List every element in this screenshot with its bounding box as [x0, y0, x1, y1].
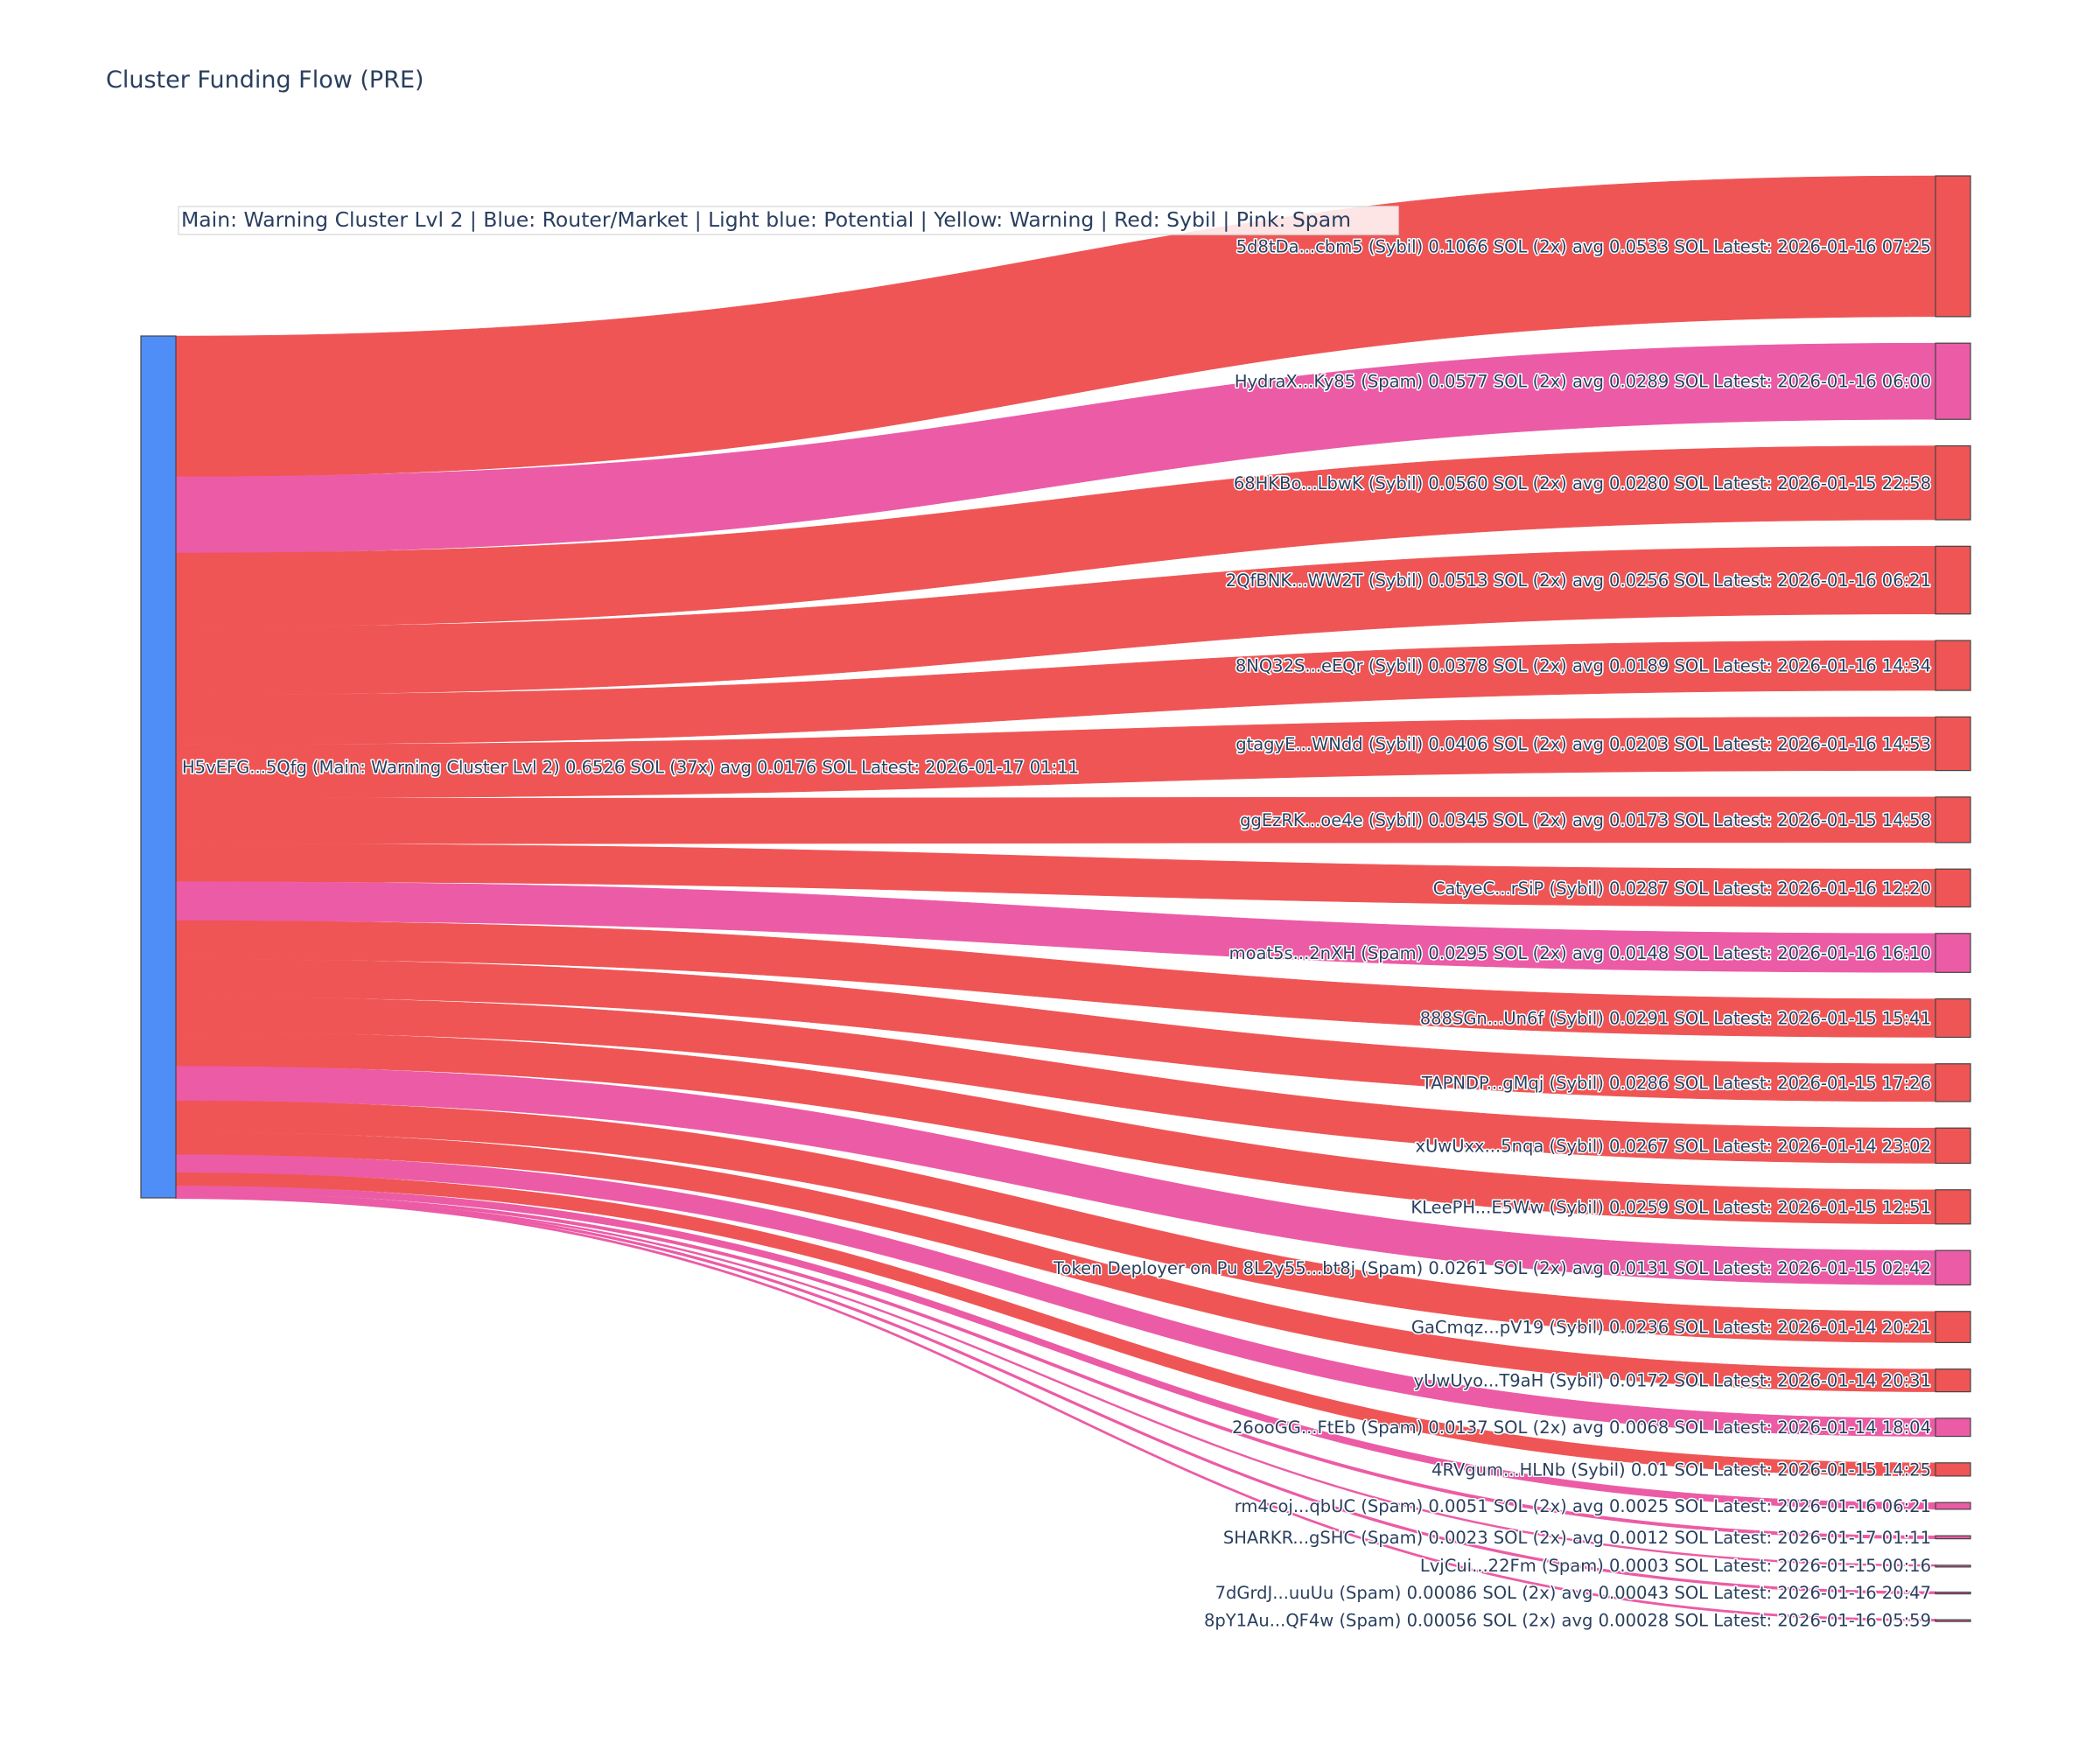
target-label-5: 8NQ32S...eEQr (Sybil) 0.0378 SOL (2x) av… — [1236, 656, 1931, 676]
target-node-17 — [1935, 1418, 1971, 1438]
target-label-21: LvjCui...22Fm (Spam) 0.0003 SOL Latest: … — [1420, 1556, 1931, 1576]
target-node-5 — [1935, 640, 1971, 691]
target-label-17: 26ooGG...FtEb (Spam) 0.0137 SOL (2x) avg… — [1232, 1418, 1931, 1438]
target-label-12: xUwUxx...5nqa (Sybil) 0.0267 SOL Latest:… — [1415, 1136, 1931, 1156]
target-node-4 — [1935, 545, 1971, 615]
target-node-22 — [1935, 1591, 1971, 1595]
target-node-2 — [1935, 342, 1971, 420]
target-label-13: KLeePH...E5Ww (Sybil) 0.0259 SOL Latest:… — [1410, 1197, 1931, 1217]
target-node-20 — [1935, 1535, 1971, 1540]
nodes-layer — [140, 175, 1971, 1622]
target-label-1: 5d8tDa...cbm5 (Sybil) 0.1066 SOL (2x) av… — [1236, 236, 1931, 256]
legend-annotation-box — [178, 206, 1399, 235]
target-node-10 — [1935, 998, 1971, 1039]
target-node-16 — [1935, 1368, 1971, 1393]
legend-annotation-text: Main: Warning Cluster Lvl 2 | Blue: Rout… — [181, 207, 1351, 232]
target-node-9 — [1935, 933, 1971, 973]
target-node-1 — [1935, 175, 1971, 318]
target-label-11: TAPNDP...gMqj (Sybil) 0.0286 SOL Latest:… — [1421, 1073, 1931, 1093]
target-label-10: 888SGn...Un6f (Sybil) 0.0291 SOL Latest:… — [1420, 1009, 1931, 1029]
target-node-11 — [1935, 1063, 1971, 1102]
target-label-18: 4RVgum...HLNb (Sybil) 0.01 SOL Latest: 2… — [1432, 1460, 1931, 1480]
target-label-9: moat5s...2nXH (Spam) 0.0295 SOL (2x) avg… — [1229, 943, 1931, 963]
target-label-3: 68HKBo...LbwK (Sybil) 0.0560 SOL (2x) av… — [1234, 473, 1931, 494]
target-node-15 — [1935, 1311, 1971, 1343]
target-node-21 — [1935, 1564, 1971, 1568]
target-node-14 — [1935, 1250, 1971, 1286]
legend-annotation: Main: Warning Cluster Lvl 2 | Blue: Rout… — [178, 206, 1399, 235]
chart-title: Cluster Funding Flow (PRE) — [106, 66, 424, 94]
target-label-22: 7dGrdJ...uuUu (Spam) 0.00086 SOL (2x) av… — [1215, 1583, 1931, 1603]
target-label-6: gtagyE...WNdd (Sybil) 0.0406 SOL (2x) av… — [1236, 734, 1931, 754]
target-label-14: Token Deployer on Pu 8L2y55...bt8j (Spam… — [1053, 1258, 1931, 1278]
target-label-16: yUwUyo...T9aH (Sybil) 0.0172 SOL Latest:… — [1414, 1371, 1931, 1391]
target-node-18 — [1935, 1462, 1971, 1477]
target-label-2: HydraX...Ky85 (Spam) 0.0577 SOL (2x) avg… — [1235, 372, 1931, 392]
source-node — [140, 335, 177, 1199]
target-node-6 — [1935, 716, 1971, 772]
target-label-15: GaCmqz...pV19 (Sybil) 0.0236 SOL Latest:… — [1411, 1318, 1931, 1338]
target-node-7 — [1935, 796, 1971, 844]
target-label-20: SHARKR...gSHC (Spam) 0.0023 SOL (2x) avg… — [1223, 1528, 1931, 1548]
target-label-7: ggEzRK...oe4e (Sybil) 0.0345 SOL (2x) av… — [1240, 810, 1931, 830]
target-label-4: 2QfBNK...WW2T (Sybil) 0.0513 SOL (2x) av… — [1226, 570, 1931, 591]
target-label-23: 8pY1Au...QF4w (Spam) 0.00056 SOL (2x) av… — [1204, 1611, 1931, 1631]
target-node-12 — [1935, 1127, 1971, 1165]
target-node-23 — [1935, 1619, 1971, 1622]
target-label-19: rm4coj...qbUC (Spam) 0.0051 SOL (2x) avg… — [1235, 1496, 1931, 1516]
target-node-13 — [1935, 1189, 1971, 1225]
target-label-8: CatyeC...rSiP (Sybil) 0.0287 SOL Latest:… — [1433, 878, 1931, 899]
target-node-8 — [1935, 868, 1971, 908]
source-label: H5vEFG...5Qfg (Main: Warning Cluster Lvl… — [182, 758, 1079, 778]
links-layer — [175, 175, 1936, 1622]
target-node-3 — [1935, 444, 1971, 521]
target-node-19 — [1935, 1502, 1971, 1510]
labels-layer: 5d8tDa...cbm5 (Sybil) 0.1066 SOL (2x) av… — [181, 235, 1933, 1632]
